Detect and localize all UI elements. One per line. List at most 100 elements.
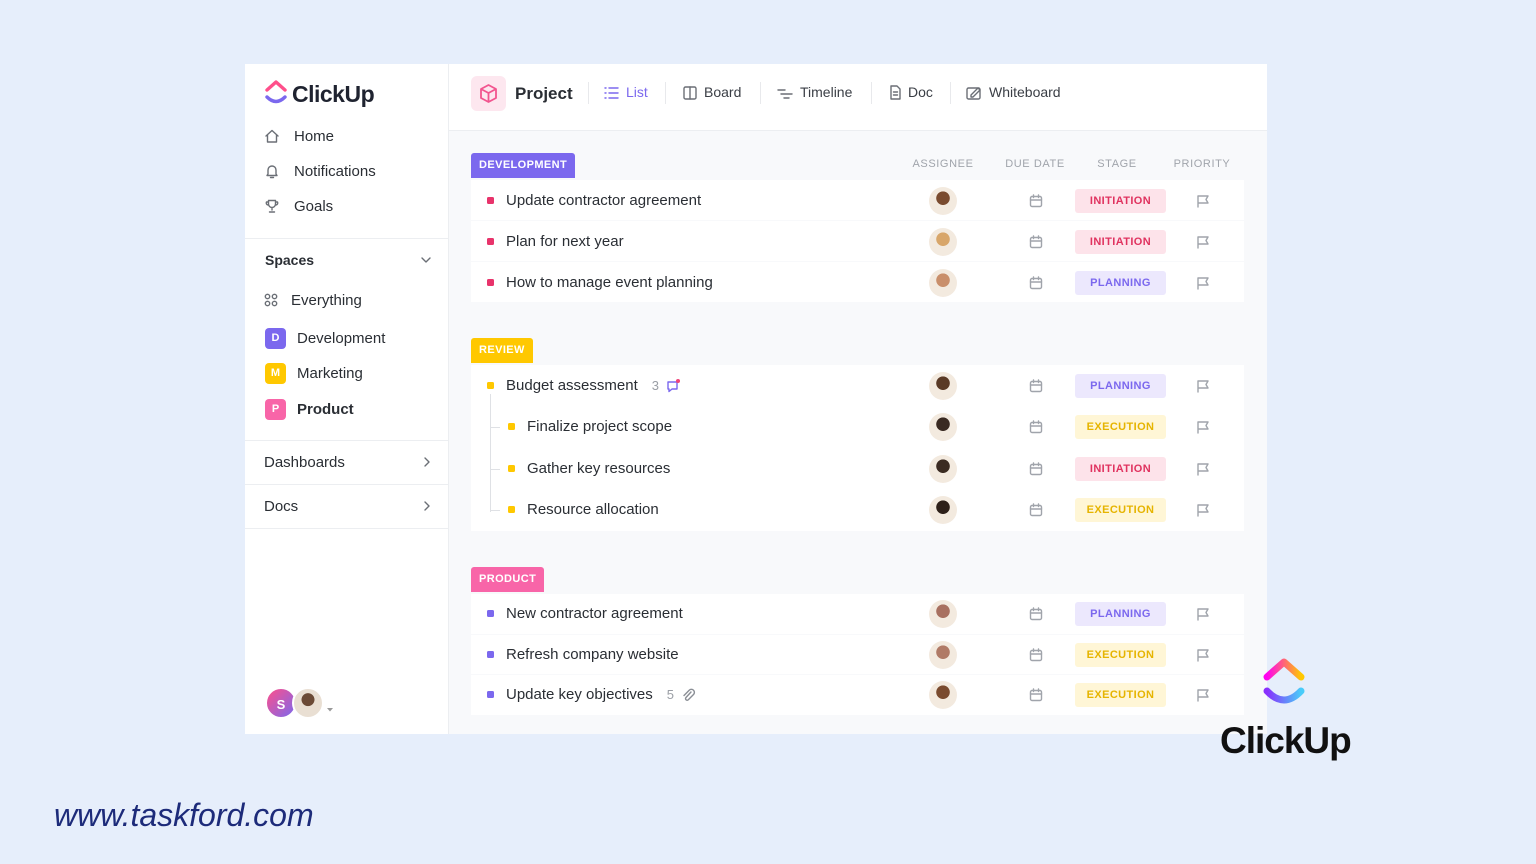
task-name[interactable]: Budget assessment — [506, 376, 638, 394]
separator — [245, 238, 448, 239]
logo-icon — [265, 80, 287, 104]
section-item[interactable]: Dashboards — [264, 454, 345, 471]
project-title: Project — [515, 84, 573, 103]
attachment-icon — [680, 687, 696, 703]
task-name[interactable]: Gather key resources — [527, 459, 671, 477]
tab-icon — [776, 84, 794, 102]
task-name[interactable]: New contractor agreement — [506, 605, 683, 623]
due-date-icon — [1029, 193, 1043, 208]
nav-item[interactable]: Home — [294, 128, 335, 145]
nav-icon — [264, 128, 280, 144]
brand-icon — [1263, 658, 1305, 704]
tab-separator — [950, 82, 951, 104]
due-date-icon — [1029, 648, 1043, 662]
space-item[interactable]: Development — [297, 330, 386, 347]
brand-text: ClickUp — [1220, 720, 1352, 761]
task-name[interactable]: How to manage event planning — [506, 273, 713, 291]
priority-flag — [1196, 379, 1210, 393]
chevron-down — [419, 253, 433, 267]
view-tab[interactable]: List — [626, 84, 648, 100]
priority-flag — [1196, 235, 1210, 249]
task-bullet — [487, 196, 494, 204]
everything-icon — [264, 293, 278, 307]
tab-icon — [682, 84, 700, 102]
stage-pill[interactable]: PLANNING — [1075, 602, 1166, 627]
view-tab[interactable]: Whiteboard — [989, 84, 1061, 100]
task-count: 3 — [651, 377, 659, 393]
priority-flag — [1196, 607, 1210, 621]
assignee-avatar[interactable] — [929, 640, 957, 669]
task-name[interactable]: Resource allocation — [527, 501, 659, 519]
tab-separator — [871, 82, 872, 104]
priority-flag — [1196, 648, 1210, 662]
view-tab[interactable]: Timeline — [800, 84, 853, 100]
chevron-right — [420, 455, 434, 469]
stage-pill[interactable]: EXECUTION — [1075, 415, 1166, 440]
view-tab[interactable]: Doc — [908, 84, 933, 100]
stage-pill[interactable]: PLANNING — [1075, 373, 1166, 398]
due-date-icon — [1029, 379, 1043, 393]
chevron-right — [420, 499, 434, 513]
tab-separator — [760, 82, 761, 104]
priority-flag — [1196, 194, 1210, 208]
separator — [245, 440, 448, 441]
task-bullet — [508, 464, 515, 472]
priority-flag — [1196, 688, 1210, 702]
assignee-avatar[interactable] — [929, 681, 957, 710]
spaces-title[interactable]: Spaces — [265, 252, 315, 268]
stage-pill[interactable]: INITIATION — [1075, 456, 1166, 481]
due-date-icon — [1029, 275, 1043, 290]
group-label[interactable]: DEVELOPMENT — [471, 153, 576, 178]
logo-text: ClickUp — [292, 81, 375, 107]
space-item[interactable]: Everything — [291, 292, 362, 309]
task-bullet — [487, 237, 494, 245]
task-bullet — [487, 610, 494, 618]
stage-pill[interactable]: EXECUTION — [1075, 683, 1166, 708]
view-tab[interactable]: Board — [704, 84, 742, 100]
assignee-avatar[interactable] — [929, 454, 957, 483]
nav-item[interactable]: Notifications — [294, 163, 376, 180]
task-name[interactable]: Finalize project scope — [527, 418, 673, 436]
space-item[interactable]: Product — [297, 401, 354, 418]
task-name[interactable]: Update key objectives — [506, 686, 653, 704]
task-name[interactable]: Refresh company website — [506, 645, 679, 663]
due-date-icon — [1029, 503, 1043, 517]
separator — [245, 528, 448, 529]
nav-item[interactable]: Goals — [294, 198, 334, 215]
task-bullet — [508, 506, 515, 514]
avatar-caret — [325, 700, 335, 712]
assignee-avatar[interactable] — [929, 413, 957, 442]
due-date-icon — [1029, 234, 1043, 249]
subtask-icon — [665, 378, 681, 394]
assignee-avatar[interactable] — [929, 227, 957, 256]
task-count: 5 — [666, 687, 674, 703]
priority-flag — [1196, 276, 1210, 290]
task-name[interactable]: Update contractor agreement — [506, 191, 702, 209]
due-date-icon — [1029, 420, 1043, 434]
column-header: DUE DATE — [1005, 158, 1065, 170]
space-item[interactable]: Marketing — [297, 365, 363, 382]
view-header — [449, 64, 1267, 131]
stage-pill[interactable]: INITIATION — [1075, 188, 1166, 213]
stage-pill[interactable]: INITIATION — [1075, 229, 1166, 254]
user-avatar-photo[interactable] — [292, 687, 324, 719]
assignee-avatar[interactable] — [929, 186, 957, 215]
stage-pill[interactable]: PLANNING — [1075, 270, 1166, 295]
group-label[interactable]: PRODUCT — [471, 567, 545, 592]
section-item[interactable]: Docs — [264, 498, 299, 515]
subtask-branch — [490, 427, 500, 429]
stage-pill[interactable]: EXECUTION — [1075, 498, 1166, 523]
tab-icon — [965, 84, 983, 102]
stage-pill[interactable]: EXECUTION — [1075, 642, 1166, 667]
column-header: ASSIGNEE — [912, 158, 974, 170]
task-bullet — [508, 423, 515, 431]
assignee-avatar[interactable] — [929, 600, 957, 629]
assignee-avatar[interactable] — [929, 371, 957, 400]
task-name[interactable]: Plan for next year — [506, 232, 624, 250]
nav-icon — [264, 198, 280, 214]
subtask-branch — [490, 510, 500, 512]
assignee-avatar[interactable] — [929, 268, 957, 297]
group-label[interactable]: REVIEW — [471, 338, 533, 363]
assignee-avatar[interactable] — [929, 496, 957, 525]
project-icon — [471, 76, 506, 111]
